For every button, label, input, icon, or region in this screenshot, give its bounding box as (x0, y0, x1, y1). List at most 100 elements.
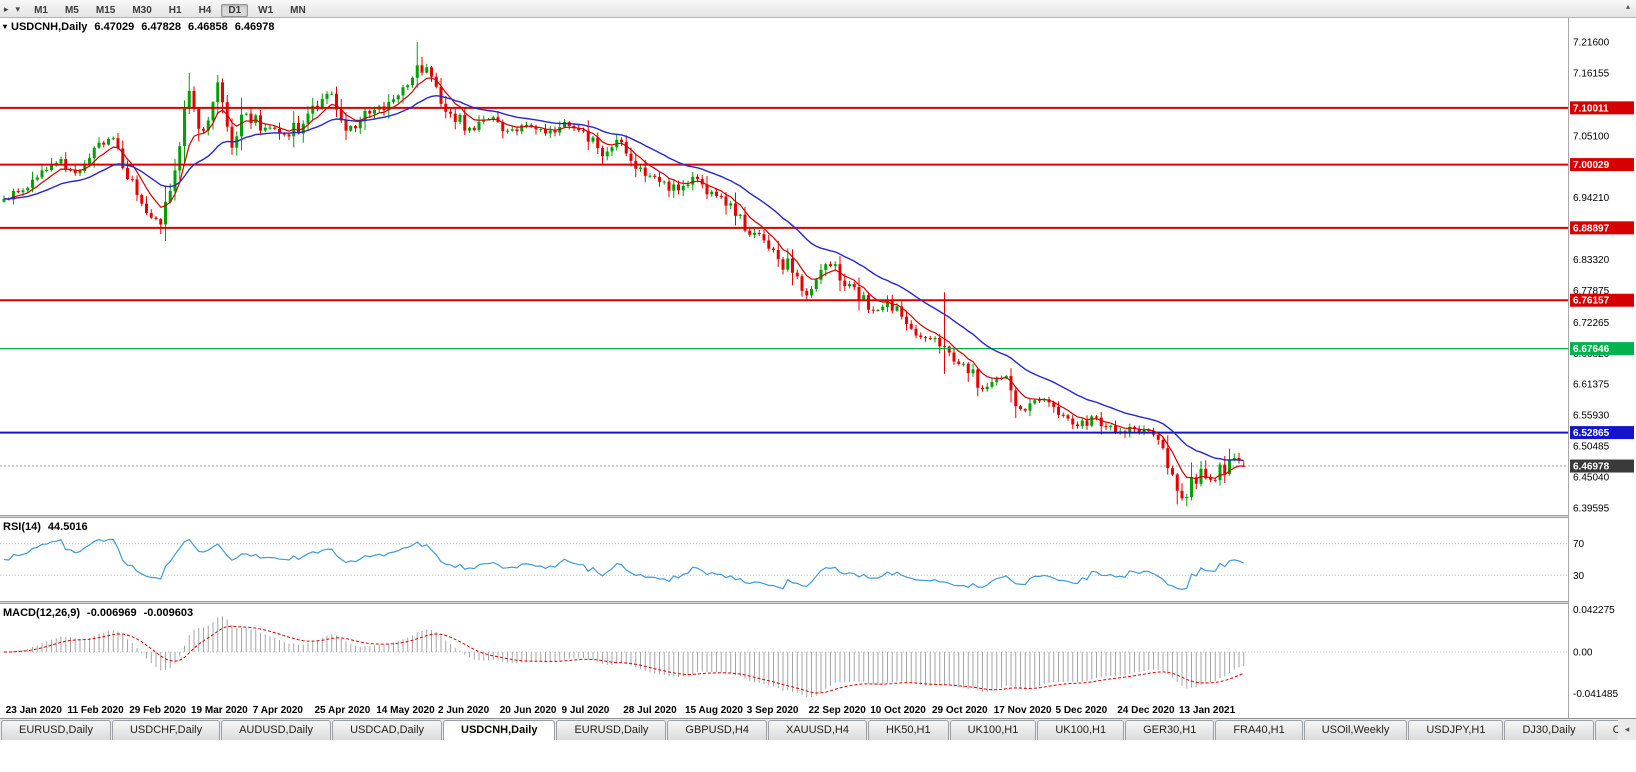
timeframe-button-m30[interactable]: M30 (132, 4, 152, 16)
candle (819, 263, 823, 285)
candle (349, 125, 353, 132)
chart-tab-usdjpy-h1[interactable]: USDJPY,H1 (1408, 720, 1504, 740)
candle (829, 261, 832, 268)
candle (871, 306, 875, 314)
y-axis-label: 6.94210 (1573, 193, 1610, 204)
candle (206, 116, 210, 136)
candle (762, 229, 766, 244)
chart-tab-uk100-h1[interactable]: UK100,H1 (949, 720, 1037, 740)
candle (45, 166, 49, 173)
candle (876, 309, 880, 312)
y-axis-label: 6.83320 (1573, 255, 1610, 266)
x-axis-label: 28 Jul 2020 (623, 705, 677, 716)
rsi-upper-label: 70 (1573, 539, 1585, 550)
candle (1014, 387, 1018, 418)
chart-tab-usdcnh-daily[interactable]: USDCNH,Daily (443, 720, 556, 740)
chart-tab-usdcad-daily[interactable]: USDCAD,Daily (332, 720, 443, 740)
chart-arrow-icon[interactable]: ▸ (4, 3, 9, 14)
macd-scale-top: 0.042275 (1573, 605, 1615, 616)
candle (354, 124, 357, 133)
candle (97, 137, 101, 149)
timeframe-button-h4[interactable]: H4 (198, 4, 212, 16)
y-axis-label: 7.05100 (1573, 131, 1610, 142)
chart-tab-fra40-h1[interactable]: FRA40,H1 (1215, 720, 1303, 740)
candle (629, 147, 633, 167)
candle (719, 193, 723, 200)
chart-tab-gbpusd-h4[interactable]: GBPUSD,H4 (667, 720, 767, 740)
candle (1080, 417, 1084, 429)
timeframe-button-h1[interactable]: H1 (168, 4, 182, 16)
candle (852, 281, 856, 291)
chart-tab-audusd-daily[interactable]: AUDUSD,Daily (221, 720, 332, 740)
timeframe-button-m1[interactable]: M1 (34, 4, 48, 16)
candle (358, 116, 362, 135)
candle (933, 336, 937, 343)
chart-tab-dj30-daily[interactable]: DJ30,Daily (1504, 720, 1594, 740)
candle (534, 124, 538, 135)
y-axis-label: 7.16155 (1573, 68, 1610, 79)
pane-separator[interactable] (0, 601, 1636, 604)
timeframe-button-mn[interactable]: MN (290, 4, 306, 16)
candle (938, 334, 942, 354)
candle (420, 56, 424, 76)
y-axis-label: 7.21600 (1573, 38, 1610, 49)
pane-separator[interactable] (0, 515, 1636, 518)
candle (681, 179, 685, 197)
tab-scroll-left-button[interactable]: ◂ (1618, 719, 1636, 740)
candle (814, 277, 818, 292)
chart-tab-eurusd-daily[interactable]: EURUSD,Daily (1, 720, 111, 740)
candle (995, 376, 999, 386)
timeframe-button-d1[interactable]: D1 (221, 3, 249, 17)
price-badge: 6.52865 (1570, 426, 1634, 440)
candle (1161, 437, 1165, 450)
chart-tab-usoil-weekly[interactable]: USOil,Weekly (1303, 720, 1408, 740)
candle (202, 126, 205, 134)
candle (748, 228, 752, 237)
rsi-lower-label: 30 (1573, 571, 1585, 582)
candle (724, 192, 728, 215)
y-axis-label: 6.77875 (1573, 286, 1610, 297)
candle (1095, 414, 1098, 421)
x-axis-label: 5 Dec 2020 (1056, 705, 1108, 716)
candle (1004, 374, 1008, 380)
candle (905, 310, 908, 331)
candle (111, 136, 115, 141)
timeframe-buttons: M1 M5 M15 M30 H1 H4 D1 W1 MN (27, 0, 316, 18)
candle (297, 116, 300, 135)
chart-tab-usdchf-daily[interactable]: USDCHF,Daily (111, 720, 221, 740)
price-badge: 6.67646 (1570, 342, 1634, 356)
candle (1085, 415, 1089, 430)
svg-text:6.67646: 6.67646 (1573, 344, 1610, 355)
chart-dropdown-icon[interactable]: ▾ (15, 3, 21, 14)
candle (586, 120, 590, 151)
candle (662, 180, 666, 185)
x-axis-label: 29 Feb 2020 (129, 705, 186, 716)
chart-tab-uk100-h1[interactable]: UK100,H1 (1037, 720, 1125, 740)
candle (957, 358, 961, 366)
candle (1199, 461, 1203, 487)
chart-canvas[interactable]: 7.21600 7.16155 7.05100 6.94210 6.83320 6.778… (0, 18, 1636, 718)
candle (159, 218, 163, 235)
timeframe-button-w1[interactable]: W1 (258, 4, 274, 16)
candle (278, 122, 281, 140)
chart-tab-ger30-h1[interactable]: GER30,H1 (1125, 720, 1215, 740)
timeframe-button-m15[interactable]: M15 (95, 4, 116, 16)
x-axis-label: 13 Jan 2021 (1179, 705, 1236, 716)
candle (506, 128, 509, 134)
candle (363, 108, 367, 130)
chart-tab-hk50-h1[interactable]: HK50,H1 (867, 720, 949, 740)
x-axis-label: 10 Oct 2020 (870, 705, 926, 716)
candle (472, 125, 476, 132)
chart-tab-eurusd-daily[interactable]: EURUSD,Daily (556, 720, 667, 740)
candle (962, 361, 965, 367)
candle (605, 147, 609, 161)
scale-fix-icon[interactable]: ▴ (1625, 2, 1630, 11)
candle (396, 94, 400, 104)
candle (235, 131, 239, 156)
x-axis-label: 22 Sep 2020 (809, 705, 867, 716)
candle (601, 145, 604, 165)
svg-text:7.10011: 7.10011 (1573, 103, 1609, 114)
timeframe-button-m5[interactable]: M5 (64, 4, 79, 16)
candle (306, 106, 310, 131)
chart-tab-xauusd-h4[interactable]: XAUUSD,H4 (767, 720, 867, 740)
